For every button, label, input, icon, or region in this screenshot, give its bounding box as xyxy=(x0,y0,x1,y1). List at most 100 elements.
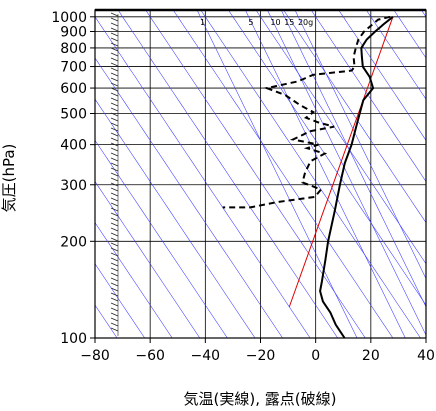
wind-barb xyxy=(110,322,119,327)
x-tick-label: −40 xyxy=(191,348,221,364)
wind-barb xyxy=(110,82,119,87)
wind-barb xyxy=(110,307,119,312)
dewpoint-line xyxy=(222,15,391,209)
wind-barb xyxy=(110,87,119,92)
wind-barb xyxy=(110,37,119,42)
wind-barb xyxy=(110,317,119,322)
x-tick-label: 40 xyxy=(417,348,435,364)
wind-barb xyxy=(110,177,119,182)
wind-barb xyxy=(110,227,119,232)
y-axis-title: 気圧(hPa) xyxy=(0,144,18,213)
wind-barb xyxy=(110,102,119,107)
wind-barb xyxy=(110,312,119,317)
y-tick-label: 600 xyxy=(60,81,87,97)
wind-barb xyxy=(110,12,119,17)
skewed-isotherm xyxy=(117,10,338,338)
wind-barb-column xyxy=(110,12,119,336)
wind-barb xyxy=(110,242,119,247)
wind-barb xyxy=(110,132,119,137)
wind-barb xyxy=(110,302,119,307)
wind-barb xyxy=(110,327,119,332)
mixing-ratio-line xyxy=(245,10,406,338)
grid-layer xyxy=(94,10,427,339)
wind-barb xyxy=(110,97,119,102)
y-tick-label: 1000 xyxy=(51,10,87,26)
wind-barb xyxy=(110,267,119,272)
skewed-isotherm xyxy=(338,10,426,141)
wind-barb xyxy=(110,282,119,287)
y-tick-label: 700 xyxy=(60,60,87,76)
wind-barb xyxy=(110,212,119,217)
wind-barb xyxy=(110,122,119,127)
skewed-isotherm xyxy=(145,10,366,338)
wind-barb xyxy=(110,292,119,297)
x-tick-label: −80 xyxy=(80,348,110,364)
mixing-ratio-line xyxy=(280,10,426,308)
wind-barb xyxy=(110,207,119,212)
wind-barb xyxy=(110,252,119,257)
skewed-isotherm xyxy=(172,10,394,338)
wind-barb xyxy=(110,67,119,72)
y-tick-label: 900 xyxy=(60,25,87,41)
skewed-isotherm xyxy=(393,10,426,59)
wind-barb xyxy=(110,77,119,82)
skewed-isotherm xyxy=(283,10,426,224)
wind-barb xyxy=(110,157,119,162)
wind-barb xyxy=(110,32,119,37)
x-tick-label: −60 xyxy=(135,348,165,364)
y-tick-label: 100 xyxy=(60,331,87,347)
skewed-isotherm xyxy=(200,10,421,338)
wind-barb xyxy=(110,62,119,67)
mixing-ratio-line xyxy=(294,10,426,280)
wind-barb xyxy=(110,247,119,252)
wind-barb xyxy=(110,202,119,207)
mixing-ratio-line xyxy=(267,10,426,336)
wind-barb xyxy=(110,17,119,22)
wind-barb xyxy=(110,27,119,32)
wind-barb xyxy=(110,172,119,177)
skewed-isotherm xyxy=(95,57,283,338)
wind-barb xyxy=(110,72,119,77)
wind-barb xyxy=(110,142,119,147)
wind-barb xyxy=(110,222,119,227)
skewed-isotherm xyxy=(95,181,201,338)
wind-barb xyxy=(110,257,119,262)
x-tick-label: −20 xyxy=(246,348,276,364)
skewed-isotherm xyxy=(421,10,426,18)
wind-barb xyxy=(110,112,119,117)
wind-barb xyxy=(110,127,119,132)
x-tick-label: 0 xyxy=(311,348,320,364)
wind-barb xyxy=(110,187,119,192)
isotherm-layer xyxy=(95,10,426,338)
wind-barb xyxy=(110,192,119,197)
mixing-ratio-label: 1 xyxy=(200,18,205,27)
wind-barb xyxy=(110,287,119,292)
wind-barb xyxy=(110,297,119,302)
y-tick-label: 800 xyxy=(60,41,87,57)
mixing-ratio-label: 10 xyxy=(270,18,280,27)
y-tick-label: 400 xyxy=(60,138,87,154)
x-axis-title: 気温(実線), 露点(破線) xyxy=(184,390,337,408)
wind-barb xyxy=(110,152,119,157)
wind-barb xyxy=(110,92,119,97)
wind-barb xyxy=(110,262,119,267)
skewed-isotherm xyxy=(366,10,426,100)
wind-barb xyxy=(110,182,119,187)
mixing-ratio-line xyxy=(196,10,358,338)
wind-barb xyxy=(110,232,119,237)
wind-barb xyxy=(110,197,119,202)
skewed-isotherm xyxy=(95,16,311,338)
wind-barb xyxy=(110,162,119,167)
wind-barb xyxy=(110,237,119,242)
y-tick-label: 500 xyxy=(60,106,87,122)
skewed-isotherm xyxy=(95,139,228,338)
reference-line-layer xyxy=(288,16,394,308)
wind-barb xyxy=(110,22,119,27)
skewed-isotherm xyxy=(95,98,256,338)
y-tick-label: 300 xyxy=(60,178,87,194)
series-layer xyxy=(222,15,394,338)
y-tick-label: 200 xyxy=(60,234,87,250)
mixing-ratio-label: 5 xyxy=(248,18,253,27)
skewed-isotherm xyxy=(228,10,426,306)
